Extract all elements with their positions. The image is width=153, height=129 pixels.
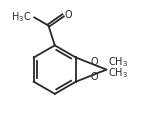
Text: O: O [65,10,73,20]
Text: H$_3$C: H$_3$C [11,10,31,24]
Text: O: O [91,57,99,67]
Text: CH$_3$: CH$_3$ [108,56,128,70]
Text: CH$_3$: CH$_3$ [108,67,128,80]
Text: O: O [91,72,99,82]
